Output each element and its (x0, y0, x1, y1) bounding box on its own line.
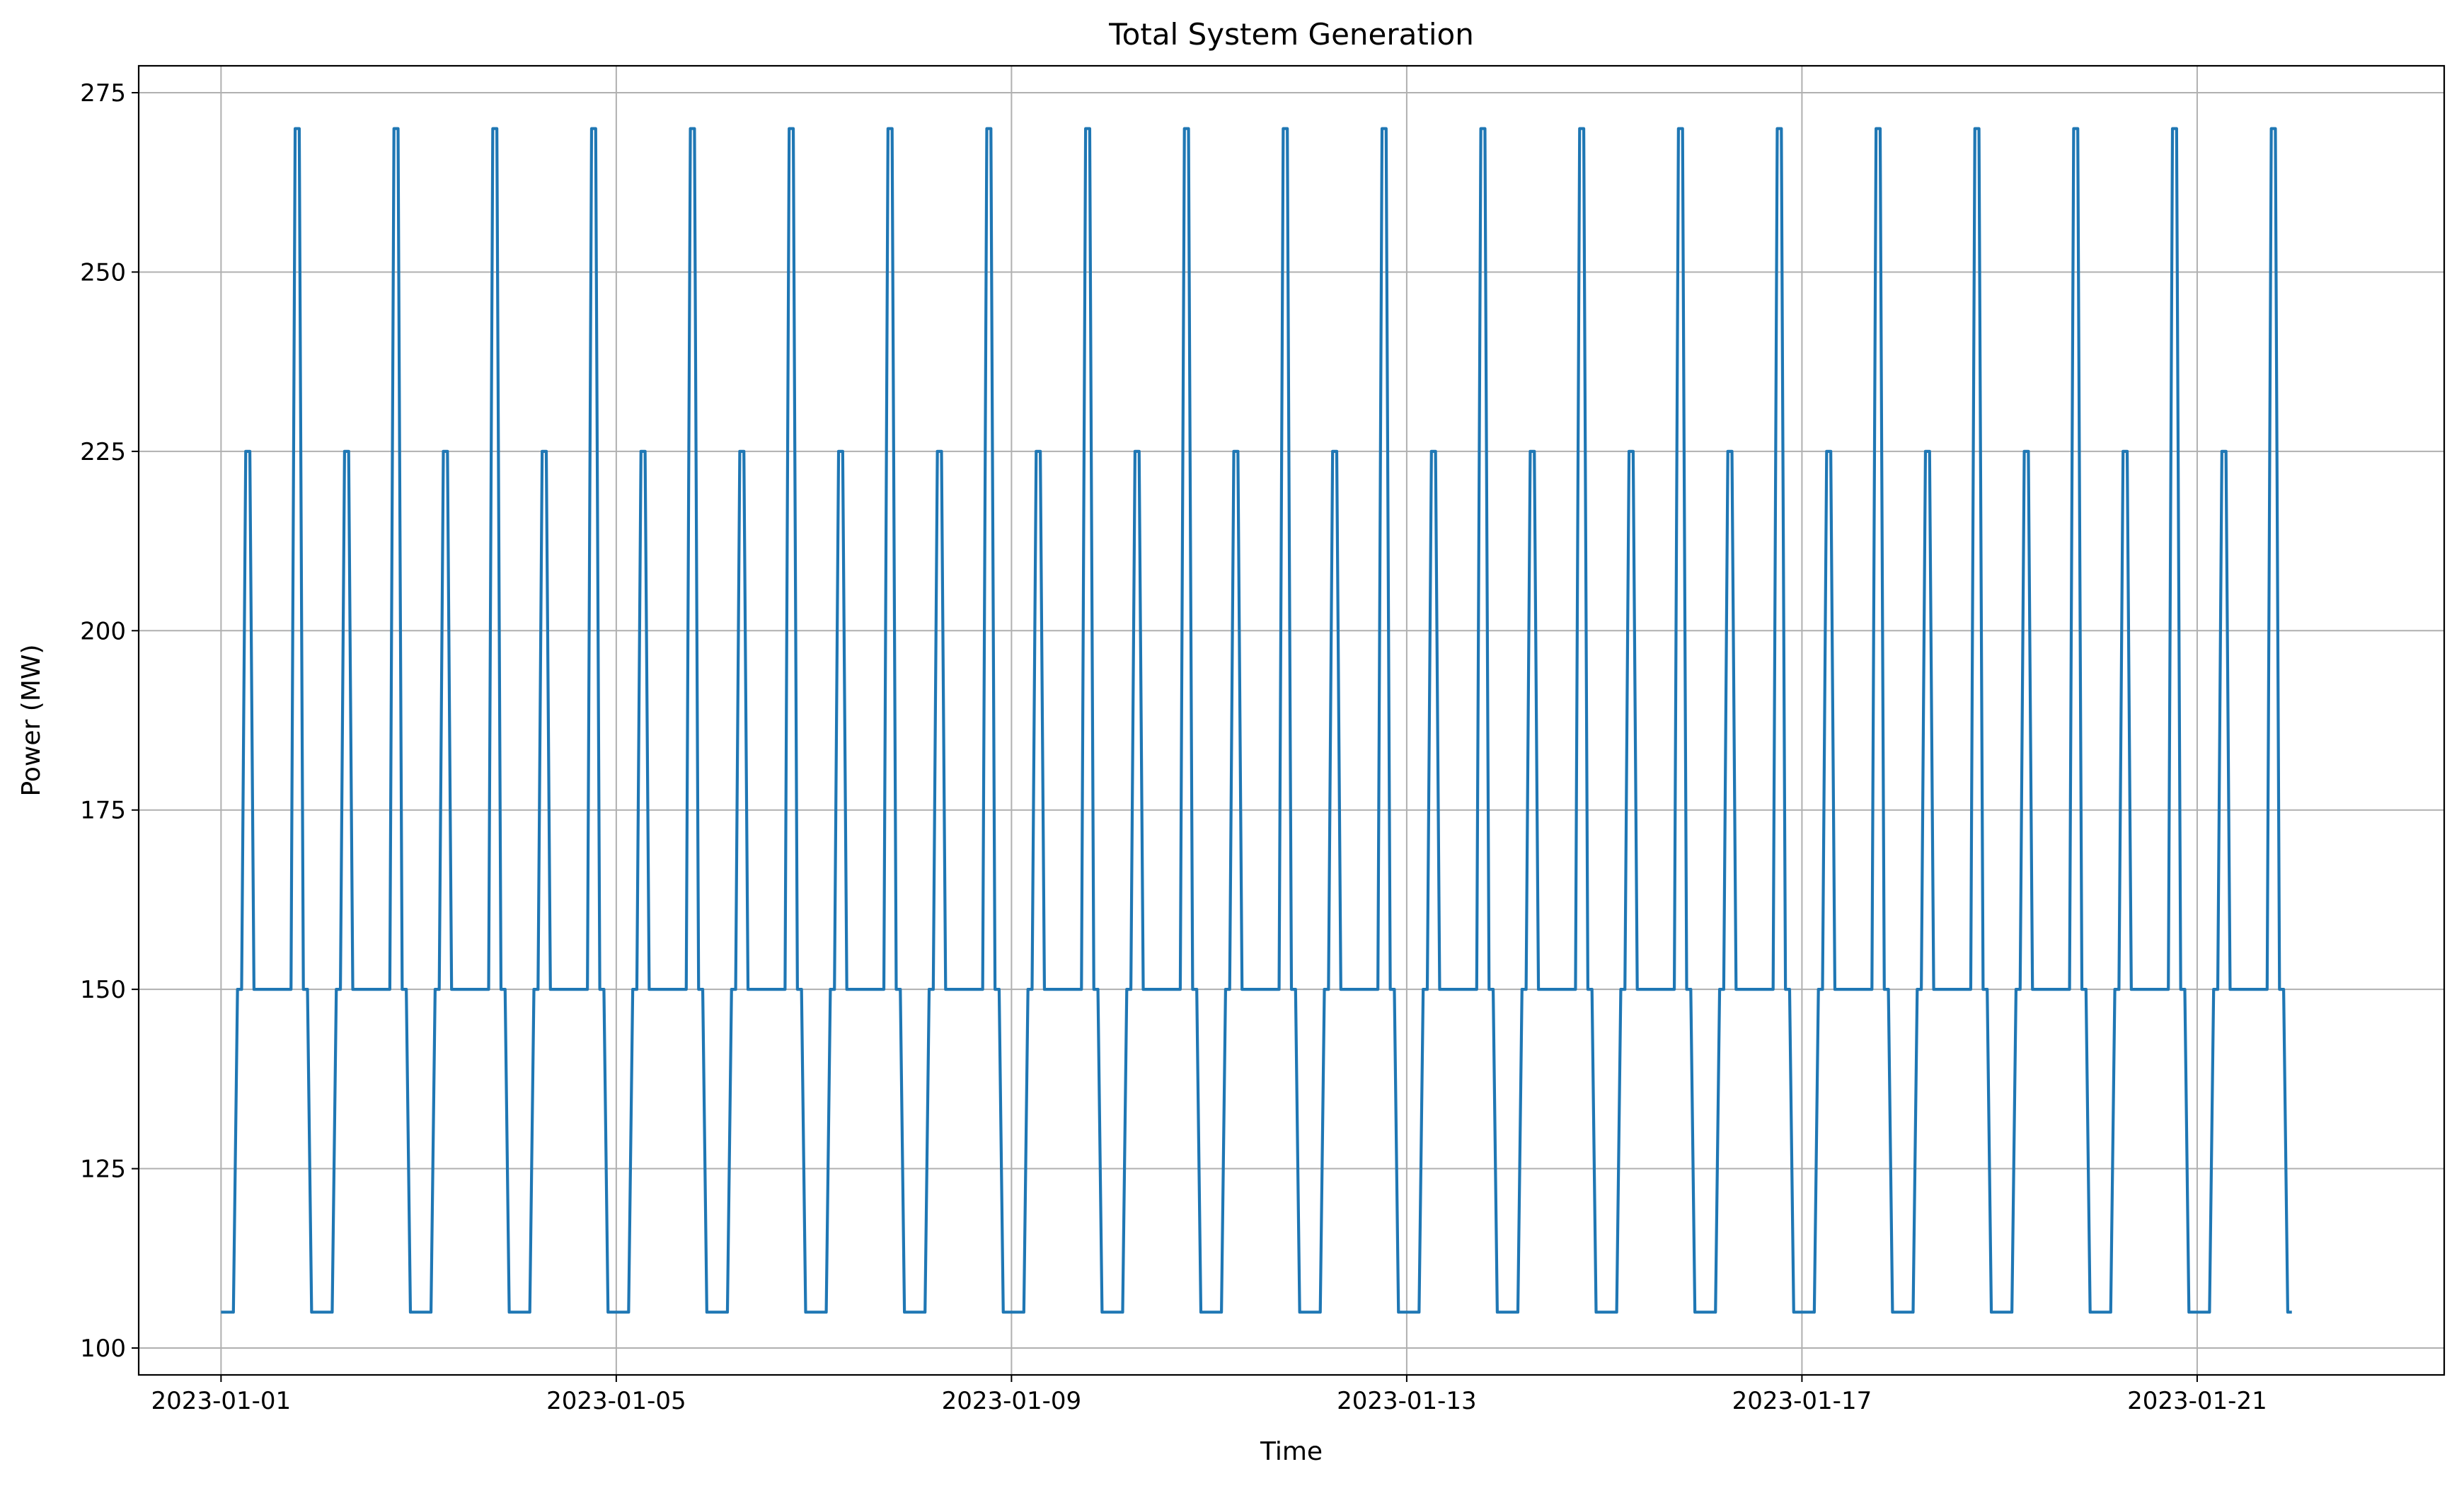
series-line-0 (221, 127, 2292, 1314)
y-tick-label: 225 (80, 438, 126, 466)
y-axis-label: Power (MW) (17, 644, 46, 796)
y-tick-label: 250 (80, 258, 126, 287)
x-axis-ticks: 2023-01-01 2023-01-05 2023-01-09 2023-01-13… (151, 1375, 2267, 1415)
x-tick-label: 2023-01-09 (942, 1387, 1082, 1415)
x-axis-label: Time (1260, 1437, 1323, 1466)
x-tick-label: 2023-01-01 (151, 1387, 292, 1415)
x-tick-label: 2023-01-17 (1732, 1387, 1872, 1415)
chart-title: Total System Generation (1108, 17, 1474, 52)
y-axis-ticks: 100 125 150 175 200 225 250 275 (80, 79, 139, 1363)
x-tick-label: 2023-01-13 (1337, 1387, 1477, 1415)
y-tick-label: 200 (80, 617, 126, 645)
y-tick-label: 150 (80, 976, 126, 1004)
y-tick-label: 100 (80, 1335, 126, 1363)
y-tick-label: 275 (80, 79, 126, 108)
x-tick-label: 2023-01-05 (546, 1387, 686, 1415)
plot-frame (137, 64, 2446, 1376)
series-layer (221, 127, 2292, 1314)
y-tick-label: 175 (80, 797, 126, 825)
y-tick-label: 125 (80, 1156, 126, 1184)
x-tick-label: 2023-01-21 (2127, 1387, 2267, 1415)
